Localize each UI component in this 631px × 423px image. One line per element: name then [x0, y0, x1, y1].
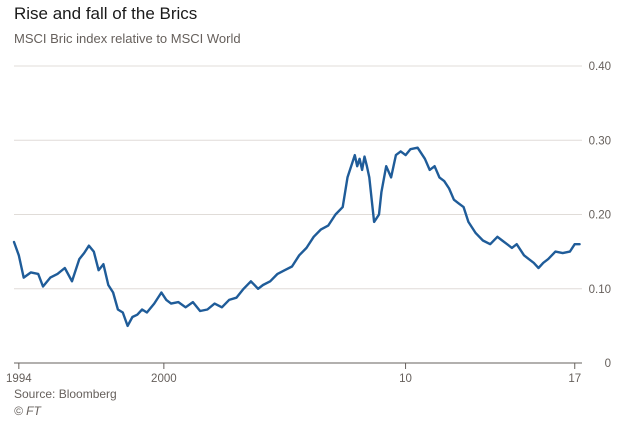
chart-title: Rise and fall of the Brics — [14, 4, 198, 23]
y-tick-label: 0.30 — [589, 135, 611, 147]
y-tick-label: 0.40 — [589, 61, 611, 73]
series-line — [12, 146, 581, 328]
gridlines — [14, 65, 582, 364]
copyright-note: © FT — [14, 404, 41, 418]
series-group — [12, 146, 581, 328]
chart-subtitle: MSCI Bric index relative to MSCI World — [14, 31, 241, 46]
x-tick-label: 2000 — [151, 373, 177, 385]
y-axis-labels: 0 0.10 0.20 0.30 0.40 — [589, 61, 611, 370]
source-note: Source: Bloomberg — [14, 387, 117, 401]
x-axis: 1994 2000 10 17 — [6, 363, 581, 385]
x-tick-label: 17 — [568, 373, 581, 385]
x-tick-label: 10 — [399, 373, 412, 385]
y-tick-label: 0.20 — [589, 210, 611, 222]
x-tick-label: 1994 — [6, 373, 32, 385]
y-tick-label: 0 — [605, 358, 611, 370]
y-tick-label: 0.10 — [589, 284, 611, 296]
